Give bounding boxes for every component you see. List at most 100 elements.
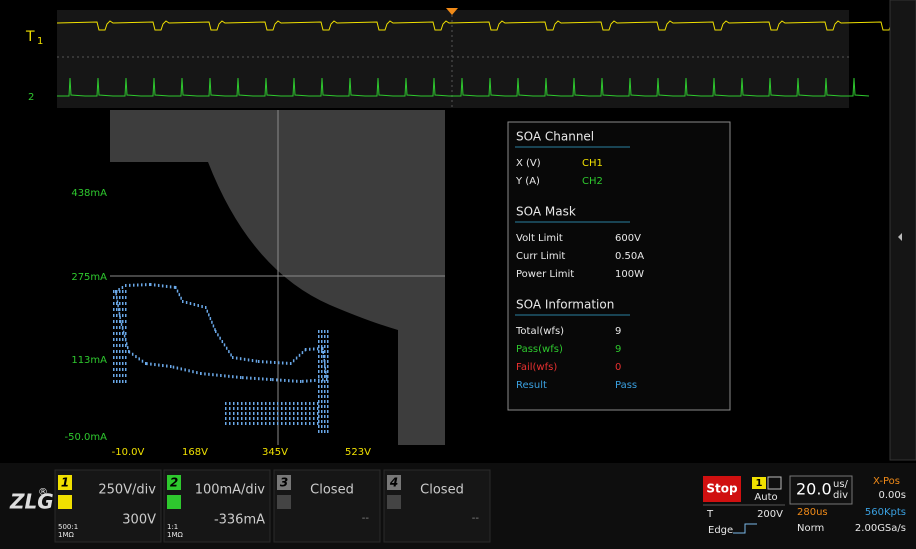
trajectory-dot	[327, 345, 329, 348]
row-label: Power Limit	[516, 269, 574, 280]
trajectory-dot	[239, 357, 242, 361]
trajectory-dot	[324, 425, 326, 428]
y-axis-label: -50.0mA	[65, 432, 108, 443]
trajectory-dot	[325, 374, 328, 378]
probe-ratio: 500:1	[58, 523, 78, 531]
trajectory-dot	[125, 332, 127, 335]
trajectory-dot	[116, 302, 118, 305]
trajectory-dot	[182, 300, 184, 303]
trajectory-dot	[205, 306, 207, 309]
trajectory-dot	[273, 402, 275, 405]
trajectory-dot	[217, 333, 219, 337]
trajectory-dot	[123, 334, 126, 338]
trajectory-dot	[233, 422, 235, 425]
trajectory-dot	[215, 330, 217, 333]
run-stop-button[interactable]	[703, 476, 741, 502]
trajectory-dot	[317, 407, 319, 410]
trajectory-dot	[113, 302, 115, 305]
trajectory-dot	[261, 402, 263, 405]
trajectory-dot	[318, 365, 320, 368]
trajectory-dot	[289, 422, 291, 425]
ch2-label: 2	[28, 92, 34, 103]
trajectory-dot	[269, 360, 272, 364]
trajectory-dot	[113, 320, 115, 323]
channel-block[interactable]	[273, 469, 381, 543]
trajectory-dot	[324, 405, 326, 408]
trajectory-dot	[117, 304, 119, 308]
trigger-level: 200V	[757, 509, 783, 520]
trajectory-dot	[233, 407, 235, 410]
trajectory-dot	[289, 412, 291, 415]
trajectory-dot	[141, 359, 144, 363]
logo-mark: ®	[38, 487, 48, 498]
trajectory-dot	[204, 372, 206, 376]
trajectory-dot	[122, 330, 125, 334]
trajectory-dot	[246, 376, 248, 380]
trajectory-dot	[113, 326, 115, 329]
trajectory-dot	[324, 350, 326, 353]
channel-block[interactable]	[383, 469, 491, 543]
channel-state: Closed	[310, 483, 354, 498]
trajectory-dot	[165, 284, 168, 288]
trajectory-dot	[236, 375, 238, 379]
channel-block[interactable]	[54, 469, 162, 543]
trajectory-dot	[321, 405, 323, 408]
channel-scale: 100mA/div	[195, 483, 266, 498]
trajectory-dot	[321, 350, 323, 353]
trajectory-dot	[241, 412, 243, 415]
trajectory-dot	[327, 405, 329, 408]
trajectory-dot	[116, 326, 118, 329]
row-value: 0	[615, 362, 621, 373]
trajectory-dot	[305, 417, 307, 420]
trigger-label: T	[706, 509, 714, 520]
timebase-box[interactable]	[789, 475, 853, 505]
trajectory-dot	[169, 285, 172, 289]
trajectory-dot	[119, 314, 121, 317]
side-menu-tab[interactable]	[889, 0, 916, 461]
xpos-label: X-Pos	[873, 476, 900, 487]
trajectory-dot	[125, 296, 127, 299]
trajectory-dot	[327, 415, 329, 418]
section-title: SOA Channel	[516, 130, 594, 144]
edge-icon	[733, 523, 757, 534]
trajectory-dot	[295, 356, 298, 360]
trajectory-dot	[324, 380, 326, 383]
trajectory-dot	[324, 365, 326, 368]
section-title: SOA Information	[516, 298, 614, 312]
trajectory-dot	[318, 370, 320, 373]
trajectory-dot	[321, 375, 323, 378]
trajectory-dot	[208, 313, 210, 317]
trajectory-dot	[321, 420, 323, 423]
trajectory-dot	[277, 407, 279, 410]
trajectory-dot	[126, 346, 129, 350]
trajectory-dot	[300, 380, 302, 383]
trajectory-dot	[251, 359, 254, 363]
trajectory-dot	[324, 345, 326, 348]
timebase: 20.0	[796, 480, 832, 499]
trajectory-dot	[119, 316, 121, 320]
trajectory-dot	[273, 417, 275, 420]
trajectory-dot	[265, 402, 267, 405]
trajectory-dot	[302, 379, 304, 383]
trajectory-dot	[237, 407, 239, 410]
trajectory-dot	[301, 417, 303, 420]
trajectory-dot	[305, 412, 307, 415]
trajectory-dot	[261, 417, 263, 420]
trajectory-dot	[262, 377, 264, 381]
timebase-unit: us/	[833, 479, 849, 490]
trajectory-dot	[258, 377, 260, 381]
trajectory-dot	[293, 417, 295, 420]
channel-block[interactable]	[163, 469, 271, 543]
trajectory-dot	[245, 422, 247, 425]
trajectory-dot	[313, 412, 315, 415]
row-label: Pass(wfs)	[516, 344, 563, 355]
trajectory-dot	[327, 330, 329, 333]
x-axis-label: 168V	[182, 447, 208, 458]
y-axis-label: 275mA	[71, 272, 107, 283]
trajectory-dot	[122, 356, 124, 359]
trajectory-dot	[253, 422, 255, 425]
trajectory-dot	[229, 412, 231, 415]
trajectory-dot	[122, 344, 124, 347]
trajectory-dot	[320, 347, 323, 351]
